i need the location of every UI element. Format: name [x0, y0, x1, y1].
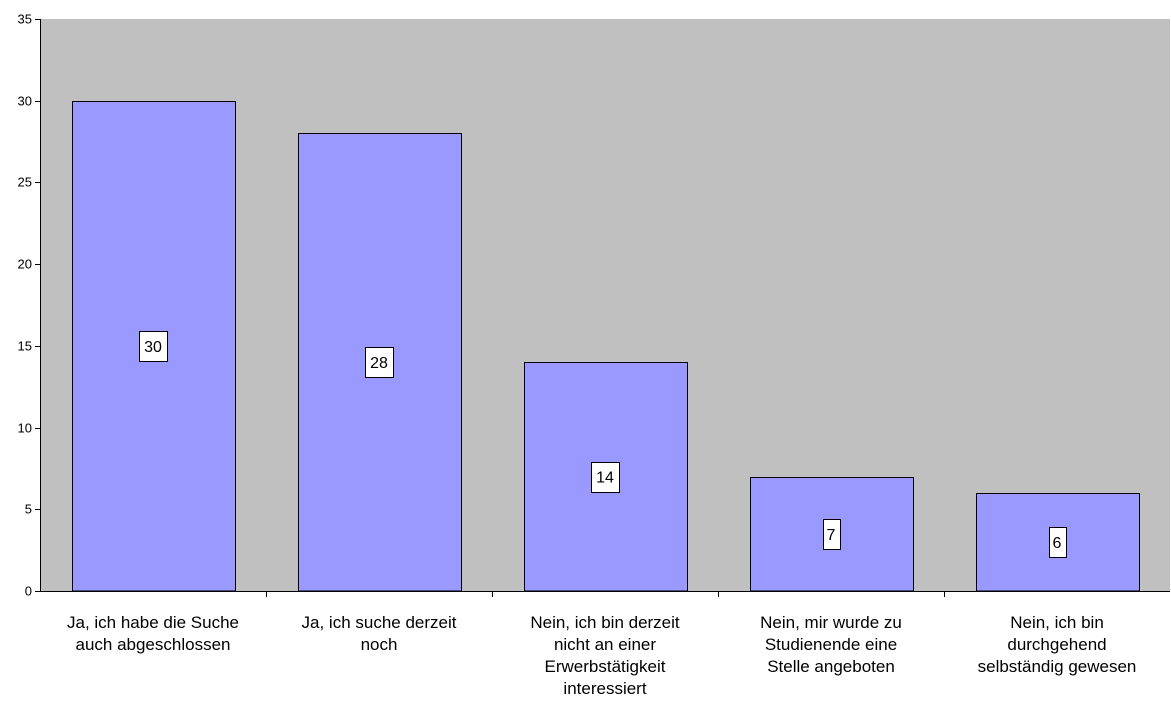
y-tick-label: 10	[18, 421, 32, 436]
data-label-box	[1049, 527, 1067, 558]
y-tick-label: 30	[18, 94, 32, 109]
data-label-box	[823, 519, 841, 550]
data-label: 7	[823, 519, 841, 550]
data-label-text: 28	[370, 355, 388, 372]
data-labels: 30 28 14 7 6	[139, 331, 1067, 558]
y-tick-label: 15	[18, 339, 32, 354]
category-label-line: Ja, ich habe die Suche	[67, 613, 239, 632]
y-tick-label: 25	[18, 175, 32, 190]
category-label-line: Stelle angeboten	[767, 657, 895, 676]
category-label-line: Nein, ich bin	[1010, 613, 1104, 632]
category-label-line: selbständig gewesen	[978, 657, 1137, 676]
data-label-box	[139, 331, 168, 362]
category-label: Nein, mir wurde zu Studienende eine Stelle…	[760, 613, 902, 676]
y-tick-label: 5	[25, 502, 32, 517]
category-label-line: auch abgeschlossen	[75, 635, 230, 654]
category-label-line: Ja, ich suche derzeit	[302, 613, 457, 632]
category-label: Nein, ich bin derzeit nicht an einer Erwer…	[530, 613, 680, 698]
category-label-line: Nein, mir wurde zu	[760, 613, 902, 632]
x-axis	[40, 591, 1170, 597]
data-label-text: 7	[827, 527, 836, 544]
data-label-box	[365, 347, 394, 378]
data-label-text: 30	[144, 339, 162, 356]
data-label: 28	[365, 347, 394, 378]
data-label-text: 6	[1053, 535, 1062, 552]
data-label: 6	[1049, 527, 1067, 558]
data-label-text: 14	[596, 470, 614, 487]
category-label-line: Erwerbstätigkeit	[545, 657, 666, 676]
category-label-line: durchgehend	[1007, 635, 1106, 654]
category-label: Ja, ich habe die Suche auch abgeschlossen	[67, 613, 239, 654]
y-axis: 0 5 10 15 20 25 30 35	[18, 12, 41, 599]
y-tick-label: 20	[18, 257, 32, 272]
data-label-box	[591, 462, 620, 493]
category-labels: Ja, ich habe die Suche auch abgeschlossen…	[67, 613, 1136, 698]
category-label: Ja, ich suche derzeit noch	[302, 613, 457, 654]
category-label: Nein, ich bin durchgehend selbständig gewe…	[978, 613, 1137, 676]
data-label: 30	[139, 331, 168, 362]
y-tick-label: 35	[18, 12, 32, 27]
y-tick-label: 0	[25, 584, 32, 599]
category-label-line: Studienende eine	[765, 635, 897, 654]
category-label-line: interessiert	[563, 679, 646, 698]
category-label-line: nicht an einer	[554, 635, 656, 654]
category-label-line: noch	[361, 635, 398, 654]
data-label: 14	[591, 462, 620, 493]
category-label-line: Nein, ich bin derzeit	[530, 613, 680, 632]
